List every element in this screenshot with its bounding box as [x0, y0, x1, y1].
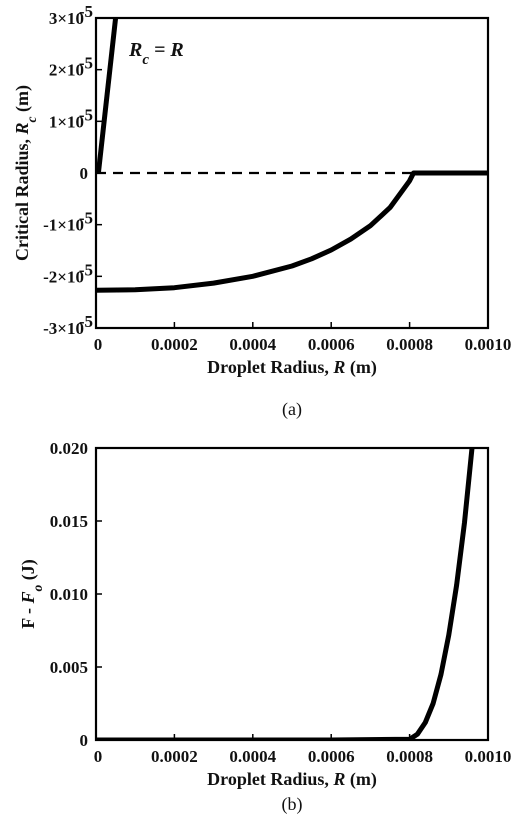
plot-frame: [94, 446, 490, 742]
x-tick-label: 0: [94, 747, 103, 766]
y-tick-label: 0.010: [50, 585, 88, 604]
caption: (b): [282, 794, 303, 815]
y-tick-label: 0.005: [50, 658, 88, 677]
y-tick-label: 2×10: [49, 61, 84, 80]
y-tick-label: -3×10: [43, 319, 84, 338]
y-tick-exponent: -5: [79, 260, 93, 279]
x-tick-label: 0.0008: [386, 747, 433, 766]
x-tick-label: 0.0006: [308, 335, 355, 354]
x-tick-label: 0.0004: [229, 747, 276, 766]
x-tick-label: 0.0006: [308, 747, 355, 766]
y-tick-label: 0.020: [50, 439, 88, 458]
x-tick-label: 0.0004: [229, 335, 276, 354]
y-tick-label: -2×10: [43, 267, 84, 286]
x-tick-label: 0.0010: [465, 335, 512, 354]
x-tick-label: 0.0002: [151, 335, 198, 354]
y-axis-label: Critical Radius, Rc​ (m): [12, 85, 39, 261]
y-axis-label: F - Fo​ (J): [18, 559, 45, 629]
series-line-1: [96, 448, 475, 740]
x-tick-label: 0.0010: [465, 747, 512, 766]
y-tick-exponent: -5: [79, 54, 93, 73]
y-tick-label: 3×10: [49, 9, 84, 28]
series-group: [96, 18, 488, 293]
y-tick-exponent: -5: [79, 105, 93, 124]
x-tick-label: 0: [94, 335, 103, 354]
x-axis-label: Droplet Radius, R (m): [207, 357, 377, 378]
y-tick-exponent: -5: [79, 209, 93, 228]
y-tick-exponent: -5: [79, 2, 93, 21]
caption: (a): [282, 399, 302, 420]
chart-a: 0 0.0002 0.0004 0.0006 0.0008 0.00103×10-52×1…: [12, 2, 511, 420]
y-tick-label: 1×10: [49, 112, 84, 131]
y-tick-label: 0.015: [50, 512, 88, 531]
series-line-1: [96, 18, 119, 174]
y-tick-label: 0: [80, 164, 89, 183]
y-tick-label: 0: [80, 731, 89, 750]
y-tick-label: -1×10: [43, 216, 84, 235]
series-group: [96, 448, 475, 740]
annotation: Rc​ = R: [128, 39, 184, 68]
chart-b: 0 0.0002 0.0004 0.0006 0.0008 0.0010 0 0.005 0.0…: [18, 439, 511, 815]
x-tick-label: 0.0002: [151, 747, 198, 766]
series-line-3: [96, 170, 488, 293]
y-tick-exponent: -5: [79, 312, 93, 331]
x-axis-label: Droplet Radius, R (m): [207, 769, 377, 790]
x-tick-label: 0.0008: [386, 335, 433, 354]
